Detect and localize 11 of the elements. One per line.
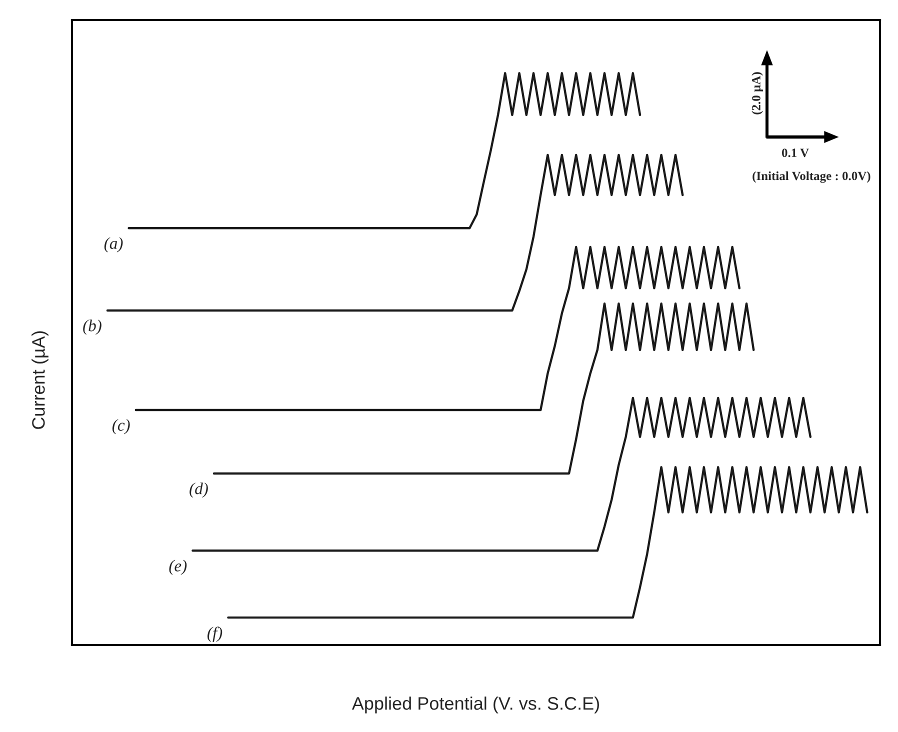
series-label: (e) [169, 560, 187, 575]
series-label: (f) [208, 626, 222, 642]
series-label: (b) [83, 320, 102, 335]
series-label: (d) [190, 482, 208, 498]
annotation: (2.0 µA) [752, 72, 763, 114]
y-axis-title: Current (µA) [32, 331, 48, 429]
series-label: (c) [112, 419, 130, 434]
x-axis-title: Applied Potential (V. vs. S.C.E) [352, 696, 599, 714]
series-label: (a) [104, 237, 123, 252]
annotation: 0.1 V [782, 148, 809, 158]
annotation: (Initial Voltage : 0.0V) [752, 171, 870, 183]
